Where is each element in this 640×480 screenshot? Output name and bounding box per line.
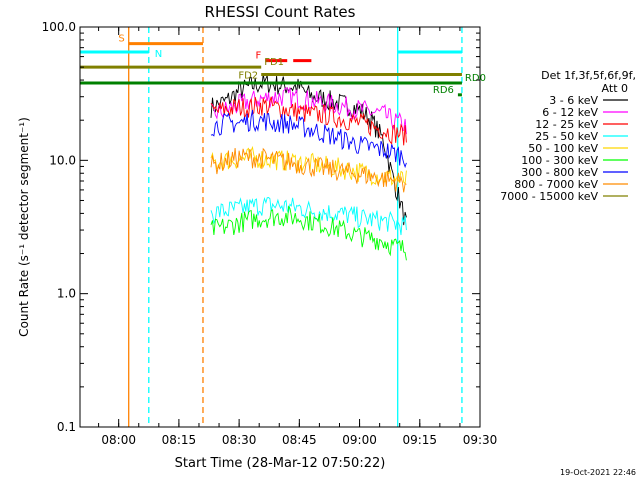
- legend-entry-label: 100 - 300 keV: [521, 154, 598, 167]
- x-tick-label: 08:15: [162, 433, 197, 447]
- chart-title: RHESSI Count Rates: [205, 3, 356, 21]
- plot-frame: [79, 26, 481, 428]
- series-trace: [210, 197, 407, 236]
- legend-entry-label: 25 - 50 keV: [535, 130, 598, 143]
- series-traces: [210, 73, 407, 261]
- legend-entry-label: 12 - 25 keV: [535, 118, 598, 131]
- state-bar-label: S: [118, 34, 124, 45]
- x-tick-label: 08:45: [282, 433, 317, 447]
- state-bar-label: FD2: [238, 71, 258, 82]
- series-trace: [210, 147, 407, 193]
- legend-entry-label: 50 - 100 keV: [528, 142, 598, 155]
- series-trace: [210, 73, 407, 226]
- x-tick-label: 09:15: [402, 433, 437, 447]
- y-axis-label: Count Rate (s⁻¹ detector segment⁻¹): [17, 117, 31, 337]
- legend-entry-label: 7000 - 15000 keV: [500, 190, 598, 203]
- x-tick-label: 09:00: [342, 433, 377, 447]
- series-trace: [210, 87, 407, 135]
- y-axis: 0.1 1.0 10.0 100.0: [42, 20, 480, 434]
- y-tick-label: 0.1: [57, 420, 76, 434]
- legend-entry-label: 800 - 7000 keV: [514, 178, 598, 191]
- series-trace: [210, 205, 407, 261]
- legend-entry-label: 3 - 6 keV: [549, 94, 598, 107]
- legend-header-line-1: Det 1f,3f,5f,6f,9f,: [541, 69, 636, 82]
- legend-entry-label: 6 - 12 keV: [542, 106, 598, 119]
- state-bar-label: N: [155, 49, 162, 60]
- x-tick-label: 08:00: [101, 433, 136, 447]
- x-axis: 08:00 08:15 08:30 08:45 09:00 09:15 09:30: [98, 27, 498, 447]
- vertical-markers: [128, 27, 463, 427]
- legend-header-line-2: Att 0: [602, 82, 628, 95]
- y-tick-label: 1.0: [57, 287, 76, 301]
- y-tick-label: 10.0: [49, 153, 76, 167]
- timestamp: 19-Oct-2021 22:46: [560, 468, 636, 477]
- state-bar-label: F: [255, 51, 261, 62]
- legend-entry-label: 300 - 800 keV: [521, 166, 598, 179]
- x-axis-label: Start Time (28-Mar-12 07:50:22): [175, 456, 386, 471]
- series-trace: [210, 109, 407, 169]
- state-bar-label: RD0: [465, 73, 486, 84]
- state-bar-label: RD6: [433, 85, 454, 96]
- state-bar-label: FD1: [264, 57, 284, 68]
- x-tick-label: 09:30: [463, 433, 498, 447]
- x-tick-label: 08:30: [222, 433, 257, 447]
- y-tick-label: 100.0: [42, 20, 76, 34]
